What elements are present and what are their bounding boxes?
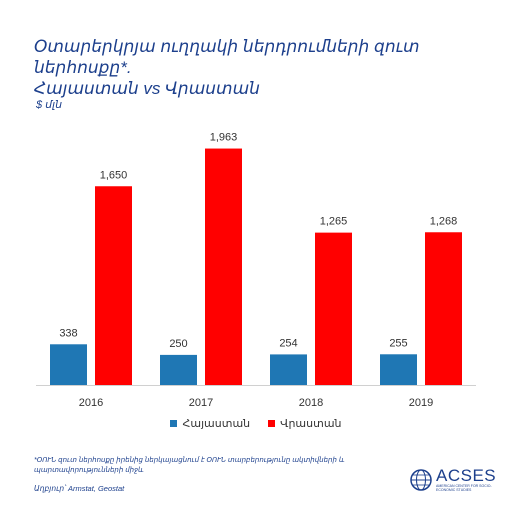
chart-title-line-1: Օտարերկրյա ուղղակի ներդրումների զուտ ներ…	[34, 37, 420, 77]
x-tick-label-2017: 2017	[189, 397, 213, 409]
logo-subtitle: AMERICAN CENTER FOR SOCIO-ECONOMIC STUDI…	[436, 484, 492, 492]
data-label-armenia-2016: 338	[59, 327, 77, 339]
legend: Հայաստան Վրաստան	[0, 417, 512, 430]
logo-name: ACSES	[436, 466, 497, 485]
bar-armenia-2017	[160, 354, 197, 385]
bar-armenia-2016	[50, 344, 87, 385]
data-label-georgia-2017: 1,963	[210, 132, 238, 144]
legend-item-georgia: Վրաստան	[268, 417, 342, 430]
footnote-line-2: պարտավորությունների միջև	[34, 467, 144, 474]
data-label-armenia-2018: 254	[279, 337, 297, 349]
x-tick-label-2019: 2019	[409, 397, 433, 409]
bar-armenia-2018	[270, 354, 307, 385]
unit-label: $ մլն	[36, 99, 63, 111]
footnote-line-1: *ՕՈՒՆ զուտ ներհոսքը իրենից ներկայացնում …	[34, 457, 345, 464]
chart-title-line-2: Հայաստան vs Վրաստան	[34, 79, 260, 98]
x-tick-label-2018: 2018	[299, 397, 323, 409]
x-tick-label-2016: 2016	[79, 397, 103, 409]
legend-swatch-georgia	[268, 420, 276, 427]
bar-armenia-2019	[380, 354, 417, 385]
bar-georgia-2019	[425, 232, 462, 385]
acses-logo: ACSES AMERICAN CENTER FOR SOCIO-ECONOMIC…	[410, 467, 506, 492]
legend-item-armenia: Հայաստան	[170, 417, 250, 430]
legend-label-georgia: Վրաստան	[280, 418, 342, 430]
bar-georgia-2016	[95, 186, 132, 385]
globe-icon	[410, 468, 432, 491]
legend-label-armenia: Հայաստան	[182, 418, 251, 430]
data-label-georgia-2018: 1,265	[320, 216, 348, 228]
footnote: *ՕՈՒՆ զուտ ներհոսքը իրենից ներկայացնում …	[34, 456, 394, 476]
data-label-georgia-2016: 1,650	[100, 169, 128, 181]
data-label-armenia-2019: 255	[389, 337, 407, 349]
data-label-georgia-2019: 1,268	[430, 215, 458, 227]
legend-swatch-armenia	[170, 420, 178, 427]
source-note: Աղբյուր՝ Armstat, Geostat	[34, 484, 125, 493]
chart-title: Օտարերկրյա ուղղակի ներդրումների զուտ ներ…	[34, 36, 512, 99]
data-label-armenia-2017: 250	[169, 338, 187, 350]
bar-georgia-2018	[315, 232, 352, 385]
bar-georgia-2017	[205, 148, 242, 385]
